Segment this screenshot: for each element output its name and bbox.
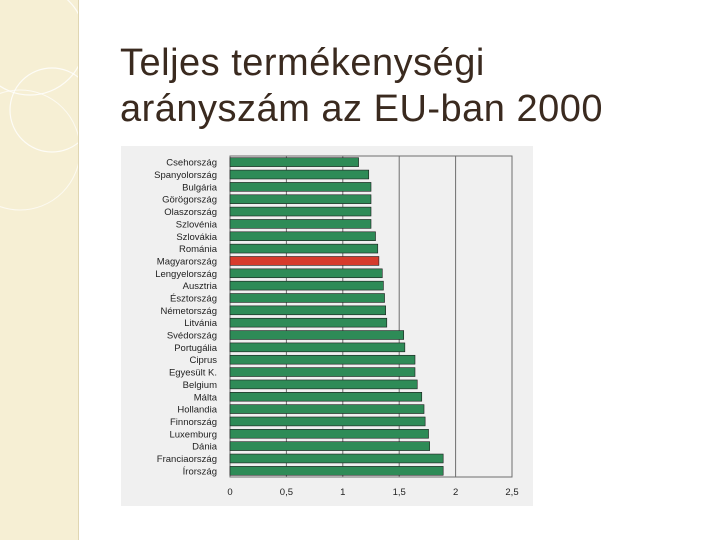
decorative-circles-graphic [0,0,78,211]
category-label: Egyesült K. [169,368,217,379]
bar [229,243,379,254]
category-label: Belgium [183,380,217,391]
bar [229,280,384,291]
category-label: Görögország [162,195,217,206]
x-tick-label: 2 [453,487,458,498]
category-label: Szlovákia [176,232,217,243]
plot-area [230,156,512,477]
category-label: Hollandia [177,405,217,416]
x-tick-label: 0,5 [280,487,293,498]
bar [229,305,386,316]
category-label: Csehország [166,158,217,169]
bar-highlighted [229,256,380,266]
bar [229,219,372,229]
category-label: Svédország [167,331,217,342]
category-label: Litvánia [184,318,217,329]
decorative-side-band [0,0,79,540]
category-label: Szlovénia [176,219,218,230]
bar [229,194,372,204]
bar [229,330,405,340]
fertility-chart: Csehország Spanyolország Bulgária Görögorsz… [121,146,533,506]
category-label: Írország [183,466,217,477]
bar [229,293,385,303]
category-label: Portugália [174,343,217,354]
bar [229,342,406,353]
category-label: Bulgária [182,182,218,193]
bar [229,453,444,464]
category-label: Románia [179,244,218,255]
slide-title: Teljes termékenységi arányszám az EU-ban… [120,40,700,132]
category-label: Dánia [192,442,218,453]
category-label: Málta [194,392,218,403]
category-label: Luxemburg [169,429,217,440]
x-tick-label: 2,5 [505,487,518,498]
bar [229,379,418,390]
bar [229,404,425,414]
bar [229,429,429,439]
category-label: Észtország [170,293,217,304]
plot-border [229,155,513,478]
category-label: Németország [161,306,218,317]
x-tick-label: 1 [340,487,345,498]
category-label: Spanyolország [154,170,217,181]
x-tick-label: 0 [227,487,232,498]
category-label: Ciprus [190,355,218,366]
x-tick-label: 1,5 [393,487,406,498]
bar [229,392,423,402]
slide-title-line-1: Teljes termékenységi [120,42,485,84]
category-label: Lengyelország [155,269,217,280]
bar [229,354,416,365]
bar [229,367,416,377]
bar [229,157,359,167]
bar [229,169,370,180]
bar [229,466,444,476]
category-label: Ausztria [183,281,218,292]
bar [229,317,388,328]
bar [229,231,376,241]
bar [229,268,383,279]
bar [229,441,430,451]
bar [229,206,372,217]
bar [229,182,372,192]
slide-title-line-2: arányszám az EU-ban 2000 [120,88,604,130]
bar [229,416,426,427]
category-label: Magyarország [157,256,217,267]
category-label: Finnország [170,417,217,428]
category-label: Franciaország [157,454,217,465]
category-label: Olaszország [164,207,217,218]
